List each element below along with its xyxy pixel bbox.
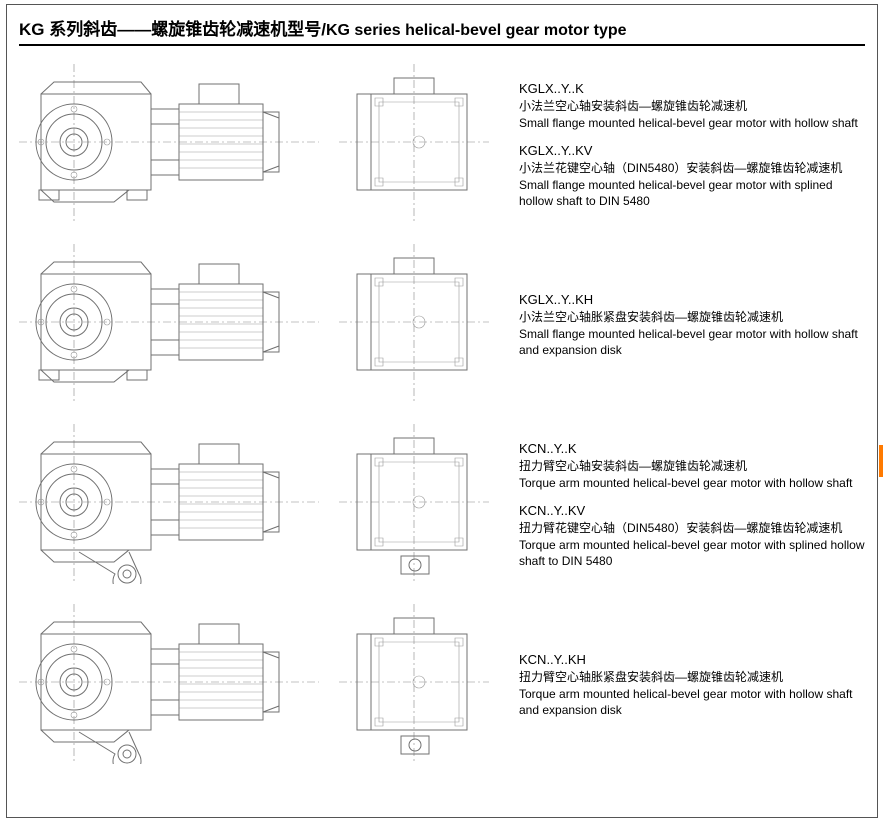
model-row: KGLX..Y..KH小法兰空心轴胀紧盘安装斜齿—螺旋锥齿轮减速机Small f… <box>19 234 865 414</box>
model-row: KCN..Y..KH扭力臂空心轴胀紧盘安装斜齿—螺旋锥齿轮减速机Torque a… <box>19 594 865 774</box>
side-view <box>19 64 319 224</box>
side-view-drawing <box>19 604 319 764</box>
side-view-drawing <box>19 64 319 224</box>
description: KCN..Y..K扭力臂空心轴安装斜齿—螺旋锥齿轮减速机Torque arm m… <box>519 438 865 570</box>
title-rule <box>19 44 865 46</box>
side-view <box>19 604 319 764</box>
title-en: KG series helical-bevel gear motor type <box>326 22 627 39</box>
model-desc-en: Torque arm mounted helical-bevel gear mo… <box>519 475 865 492</box>
model-code: KCN..Y..KV <box>519 502 865 520</box>
model-row: KCN..Y..K扭力臂空心轴安装斜齿—螺旋锥齿轮减速机Torque arm m… <box>19 414 865 594</box>
model-code: KGLX..Y..K <box>519 80 865 98</box>
description: KCN..Y..KH扭力臂空心轴胀紧盘安装斜齿—螺旋锥齿轮减速机Torque a… <box>519 649 865 720</box>
description: KGLX..Y..K小法兰空心轴安装斜齿—螺旋锥齿轮减速机Small flang… <box>519 78 865 210</box>
description: KGLX..Y..KH小法兰空心轴胀紧盘安装斜齿—螺旋锥齿轮减速机Small f… <box>519 289 865 360</box>
model-desc-en: Small flange mounted helical-bevel gear … <box>519 115 865 132</box>
model-group: KCN..Y..K扭力臂空心轴安装斜齿—螺旋锥齿轮减速机Torque arm m… <box>519 440 865 492</box>
model-row: KGLX..Y..K小法兰空心轴安装斜齿—螺旋锥齿轮减速机Small flang… <box>19 54 865 234</box>
model-desc-cn: 扭力臂花键空心轴（DIN5480）安装斜齿—螺旋锥齿轮减速机 <box>519 520 865 537</box>
title-cn: KG 系列斜齿——螺旋锥齿轮减速机型号/ <box>19 20 326 39</box>
model-desc-cn: 小法兰空心轴安装斜齿—螺旋锥齿轮减速机 <box>519 98 865 115</box>
front-view <box>339 244 489 404</box>
model-group: KCN..Y..KH扭力臂空心轴胀紧盘安装斜齿—螺旋锥齿轮减速机Torque a… <box>519 651 865 720</box>
model-rows: KGLX..Y..K小法兰空心轴安装斜齿—螺旋锥齿轮减速机Small flang… <box>19 54 865 774</box>
model-desc-cn: 小法兰空心轴胀紧盘安装斜齿—螺旋锥齿轮减速机 <box>519 309 865 326</box>
model-desc-en: Small flange mounted helical-bevel gear … <box>519 177 865 211</box>
model-group: KCN..Y..KV扭力臂花键空心轴（DIN5480）安装斜齿—螺旋锥齿轮减速机… <box>519 502 865 571</box>
model-desc-cn: 小法兰花键空心轴（DIN5480）安装斜齿—螺旋锥齿轮减速机 <box>519 160 865 177</box>
side-view-drawing <box>19 424 319 584</box>
model-code: KGLX..Y..KV <box>519 142 865 160</box>
front-view-drawing <box>339 64 489 224</box>
model-desc-en: Torque arm mounted helical-bevel gear mo… <box>519 537 865 571</box>
front-view <box>339 64 489 224</box>
front-view <box>339 424 489 584</box>
model-group: KGLX..Y..KH小法兰空心轴胀紧盘安装斜齿—螺旋锥齿轮减速机Small f… <box>519 291 865 360</box>
model-code: KCN..Y..KH <box>519 651 865 669</box>
front-view <box>339 604 489 764</box>
front-view-drawing <box>339 604 489 764</box>
model-desc-cn: 扭力臂空心轴安装斜齿—螺旋锥齿轮减速机 <box>519 458 865 475</box>
side-view <box>19 244 319 404</box>
side-view <box>19 424 319 584</box>
catalog-page: KG 系列斜齿——螺旋锥齿轮减速机型号/KG series helical-be… <box>6 4 878 818</box>
edge-tab <box>879 445 883 477</box>
front-view-drawing <box>339 244 489 404</box>
model-desc-en: Small flange mounted helical-bevel gear … <box>519 326 865 360</box>
model-desc-en: Torque arm mounted helical-bevel gear mo… <box>519 686 865 720</box>
model-group: KGLX..Y..KV小法兰花键空心轴（DIN5480）安装斜齿—螺旋锥齿轮减速… <box>519 142 865 211</box>
model-code: KCN..Y..K <box>519 440 865 458</box>
side-view-drawing <box>19 244 319 404</box>
model-group: KGLX..Y..K小法兰空心轴安装斜齿—螺旋锥齿轮减速机Small flang… <box>519 80 865 132</box>
model-desc-cn: 扭力臂空心轴胀紧盘安装斜齿—螺旋锥齿轮减速机 <box>519 669 865 686</box>
model-code: KGLX..Y..KH <box>519 291 865 309</box>
front-view-drawing <box>339 424 489 584</box>
title-block: KG 系列斜齿——螺旋锥齿轮减速机型号/KG series helical-be… <box>19 15 865 46</box>
